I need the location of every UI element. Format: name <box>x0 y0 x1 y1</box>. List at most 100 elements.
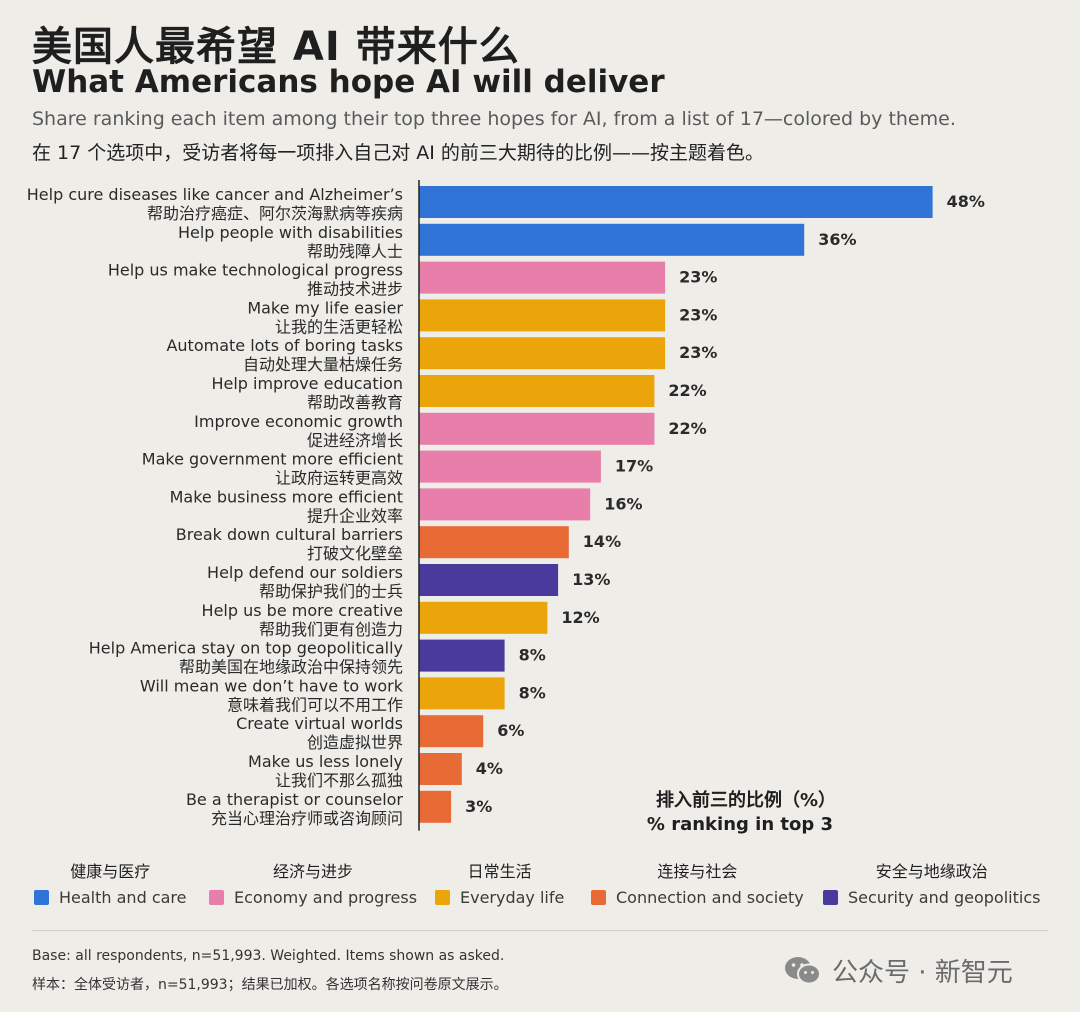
legend-label-cn: 连接与社会 <box>657 862 738 881</box>
category-label-cn: 帮助改善教育 <box>307 393 403 412</box>
chart-subtitle-cn: 在 17 个选项中，受访者将每一项排入自己对 AI 的前三大期待的比例——按主题… <box>32 142 764 164</box>
category-label-cn: 意味着我们可以不用工作 <box>227 695 403 714</box>
data-label: 16% <box>604 494 642 513</box>
data-label: 48% <box>947 192 985 211</box>
category-label-en: Help defend our soldiers <box>207 563 403 582</box>
data-label: 22% <box>668 419 706 438</box>
category-label-cn: 促进经济增长 <box>307 431 403 450</box>
data-label: 23% <box>679 343 717 362</box>
legend: 健康与医疗 Health and care 经济与进步 Economy and pro… <box>0 858 1080 914</box>
footer-divider <box>32 930 1048 931</box>
category-label-en: Help us make technological progress <box>108 261 403 280</box>
data-label: 6% <box>497 721 524 740</box>
bar-12 <box>419 601 548 634</box>
data-label: 3% <box>465 797 492 816</box>
legend-label-en: Connection and society <box>616 888 804 907</box>
category-label-en: Be a therapist or counselor <box>186 790 403 809</box>
category-label-en: Help America stay on top geopolitically <box>89 639 403 658</box>
legend-swatch <box>823 890 838 905</box>
bar-2 <box>419 223 805 256</box>
data-label: 12% <box>561 608 599 627</box>
bar-10 <box>419 526 569 559</box>
category-label-en: Help people with disabilities <box>178 223 403 242</box>
bar-6 <box>419 375 655 407</box>
legend-swatch <box>34 890 49 905</box>
category-label-en: Break down cultural barriers <box>176 525 403 544</box>
bar-11 <box>419 564 559 596</box>
data-label: 8% <box>519 646 546 665</box>
data-label: 36% <box>818 230 856 249</box>
watermark: 公众号 · 新智元 <box>784 952 1013 989</box>
legend-label-cn: 日常生活 <box>467 862 532 881</box>
bar-9 <box>419 488 591 521</box>
watermark-text: 公众号 · 新智元 <box>832 958 1013 988</box>
legend-swatch <box>209 890 224 905</box>
category-label-cn: 让我们不那么孤独 <box>275 771 403 790</box>
unit-label-cn: 排入前三的比例（%） <box>656 789 836 811</box>
legend-label-en: Health and care <box>59 888 187 907</box>
data-label: 14% <box>583 532 621 551</box>
category-label-en: Make us less lonely <box>248 752 403 771</box>
bar-5 <box>419 337 666 370</box>
footnote-base-en: Base: all respondents, n=51,993. Weighte… <box>32 948 505 964</box>
bar-4 <box>419 299 666 332</box>
bar-17 <box>419 790 452 823</box>
category-label-cn: 创造虚拟世界 <box>307 733 403 752</box>
bar-13 <box>419 639 505 672</box>
bar-3 <box>419 261 666 294</box>
legend-label-cn: 安全与地缘政治 <box>875 862 988 881</box>
category-label-cn: 推动技术进步 <box>307 280 403 299</box>
legend-swatch <box>591 890 606 905</box>
bar-7 <box>419 412 655 445</box>
chart-subtitle-en: Share ranking each item among their top … <box>32 108 956 130</box>
category-label-en: Will mean we don’t have to work <box>140 676 404 695</box>
category-label-cn: 帮助治疗癌症、阿尔茨海默病等疾病 <box>147 204 403 223</box>
category-label-cn: 让我的生活更轻松 <box>275 317 403 336</box>
category-label-en: Make business more efficient <box>170 487 403 506</box>
category-label-cn: 提升企业效率 <box>307 506 403 525</box>
data-label: 22% <box>668 381 706 400</box>
chart-title-en: What Americans hope AI will deliver <box>32 64 665 100</box>
chart-title-cn: 美国人最希望 AI 带来什么 <box>32 24 520 70</box>
bar-15 <box>419 715 484 748</box>
category-label-en: Create virtual worlds <box>236 714 403 733</box>
category-label-en: Make my life easier <box>247 298 403 317</box>
data-label: 23% <box>679 305 717 324</box>
legend-item: 日常生活 Everyday life <box>435 858 564 907</box>
legend-label-en: Economy and progress <box>234 888 418 907</box>
legend-item: 健康与医疗 Health and care <box>34 858 186 907</box>
bar-14 <box>419 677 505 710</box>
category-label-cn: 帮助我们更有创造力 <box>259 620 403 639</box>
legend-label-cn: 经济与进步 <box>273 862 354 881</box>
footnote-base-cn: 样本：全体受访者，n=51,993；结果已加权。各选项名称按问卷原文展示。 <box>32 977 508 993</box>
legend-label-cn: 健康与医疗 <box>70 862 151 881</box>
bar-16 <box>419 753 462 785</box>
data-label: 8% <box>519 683 546 702</box>
legend-swatch <box>435 890 450 905</box>
category-label-cn: 打破文化壁垒 <box>307 544 403 563</box>
data-label: 13% <box>572 570 610 589</box>
category-label-cn: 自动处理大量枯燥任务 <box>243 355 403 374</box>
category-label-en: Make government more efficient <box>142 450 403 469</box>
category-label-cn: 充当心理治疗师或咨询顾问 <box>211 809 403 828</box>
legend-item: 连接与社会 Connection and society <box>591 858 804 907</box>
category-label-cn: 帮助美国在地缘政治中保持领先 <box>179 658 403 677</box>
bar-8 <box>419 450 601 483</box>
category-label-en: Help improve education <box>211 374 403 393</box>
data-label: 4% <box>476 759 503 778</box>
category-label-cn: 帮助保护我们的士兵 <box>259 582 403 601</box>
wechat-icon <box>785 956 821 984</box>
category-label-en: Automate lots of boring tasks <box>166 336 403 355</box>
category-label-cn: 让政府运转更高效 <box>275 469 403 488</box>
bar-1 <box>419 186 933 218</box>
legend-item: 安全与地缘政治 Security and geopolitics <box>823 858 1040 907</box>
unit-label-en: % ranking in top 3 <box>647 814 833 835</box>
category-label-en: Help cure diseases like cancer and Alzhe… <box>27 185 403 204</box>
bar-chart: Help cure diseases like cancer and Alzhe… <box>27 180 985 835</box>
category-label-cn: 帮助残障人士 <box>307 242 403 261</box>
data-label: 23% <box>679 268 717 287</box>
data-label: 17% <box>615 457 653 476</box>
legend-item: 经济与进步 Economy and progress <box>209 858 417 907</box>
legend-label-en: Security and geopolitics <box>848 888 1041 907</box>
category-label-en: Help us be more creative <box>202 601 403 620</box>
